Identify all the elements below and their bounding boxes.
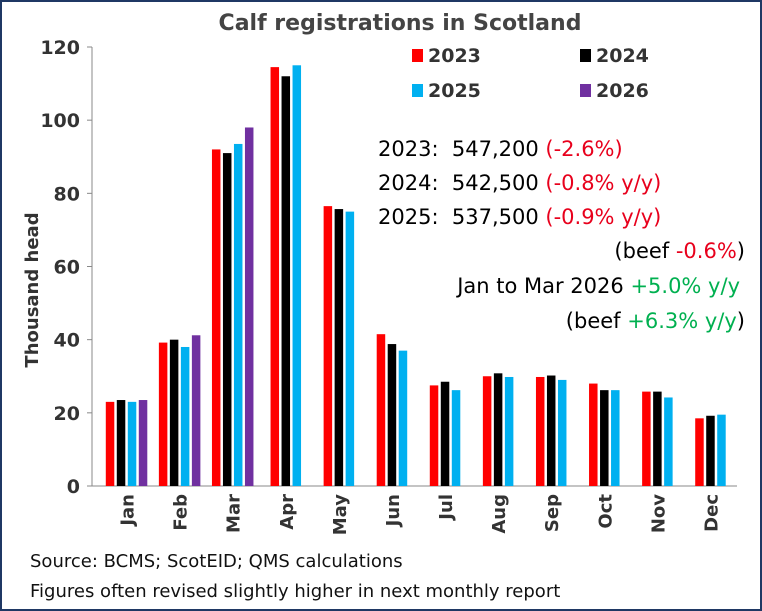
bar: [281, 76, 291, 487]
annotation: Jan to Mar 2026 +5.0% y/y: [455, 274, 740, 298]
legend-label: 2023: [428, 45, 481, 67]
annotation-part: +6.3% y/y: [627, 309, 737, 333]
x-tick-label: Jan: [118, 494, 139, 528]
x-tick-label: Nov: [648, 494, 669, 533]
bar: [440, 381, 450, 486]
bar: [323, 206, 333, 486]
bar: [589, 383, 598, 486]
annotation-part: +5.0% y/y: [630, 274, 740, 298]
x-tick-label: Mar: [224, 494, 245, 533]
bar: [211, 149, 221, 486]
x-tick-label: Apr: [277, 494, 298, 530]
bar: [398, 350, 408, 486]
annotation-part: 2025: 537,500: [378, 205, 545, 229]
annotation-part: (beef: [614, 239, 675, 263]
bar: [695, 418, 704, 486]
bar: [504, 376, 514, 486]
y-tick-label: 60: [54, 257, 80, 279]
annotation: (beef +6.3% y/y): [566, 309, 745, 333]
bar: [611, 390, 620, 486]
bar: [127, 401, 137, 486]
y-axis-label: Thousand head: [22, 212, 43, 367]
bar: [493, 373, 503, 486]
legend-swatch: [412, 49, 423, 62]
bar: [557, 379, 567, 486]
annotation: 2024: 542,500 (-0.8% y/y): [378, 171, 661, 195]
x-tick-label: Jun: [383, 494, 404, 528]
bar: [482, 376, 492, 486]
legend-swatch: [580, 84, 591, 97]
bar: [244, 127, 254, 486]
y-tick-label: 20: [54, 403, 80, 425]
bar: [191, 335, 201, 486]
legend-label: 2024: [596, 45, 649, 67]
source-note: Figures often revised slightly higher in…: [30, 581, 560, 602]
legend-swatch: [580, 49, 591, 62]
bar: [546, 375, 556, 486]
bar: [105, 401, 115, 486]
bar: [116, 400, 126, 486]
y-tick-label: 40: [54, 330, 80, 352]
bar: [451, 390, 461, 486]
bar: [717, 414, 726, 486]
bar: [180, 346, 190, 486]
annotation: 2025: 537,500 (-0.9% y/y): [378, 205, 661, 229]
bar: [664, 397, 673, 486]
y-tick-label: 80: [54, 183, 80, 205]
annotation-part: (-0.8% y/y): [545, 171, 661, 195]
bar: [376, 334, 386, 486]
bar: [706, 415, 715, 486]
source-note: Source: BCMS; ScotEID; QMS calculations: [30, 551, 403, 572]
bar: [292, 65, 302, 487]
bar: [222, 153, 232, 486]
bar: [642, 391, 651, 486]
annotation-part: -0.6%: [676, 239, 737, 263]
bar: [653, 391, 662, 486]
annotation-part: 2023: 547,200: [378, 137, 545, 161]
bar: [169, 339, 179, 486]
annotation: 2023: 547,200 (-2.6%): [378, 137, 623, 161]
annotation-part: (-0.9% y/y): [545, 205, 661, 229]
x-tick-label: Aug: [489, 494, 510, 534]
y-tick-label: 120: [40, 37, 80, 59]
bar: [270, 67, 280, 486]
x-tick-label: Sep: [542, 494, 563, 532]
annotation: (beef -0.6%): [614, 239, 745, 263]
bar: [429, 385, 439, 486]
annotation-part: (beef: [566, 309, 627, 333]
y-tick-label: 0: [67, 476, 80, 498]
annotation-part: 2024: 542,500: [378, 171, 545, 195]
bar: [158, 342, 168, 486]
legend-swatch: [412, 84, 423, 97]
annotation-part: Jan to Mar 2026: [455, 274, 630, 298]
x-tick-label: May: [330, 494, 351, 536]
bar: [600, 390, 609, 486]
x-tick-label: Oct: [595, 494, 616, 529]
annotation-part: ): [737, 309, 745, 333]
legend-label: 2026: [596, 80, 649, 102]
annotation-part: ): [737, 239, 745, 263]
bar: [387, 344, 397, 486]
bar: [345, 211, 355, 486]
x-tick-label: Dec: [701, 494, 722, 532]
chart-title: Calf registrations in Scotland: [219, 11, 582, 36]
x-tick-label: Feb: [171, 494, 192, 531]
x-tick-label: Jul: [436, 494, 457, 522]
bar: [233, 143, 243, 486]
y-tick-label: 100: [40, 110, 80, 132]
annotation-part: (-2.6%): [545, 137, 622, 161]
bar: [535, 376, 545, 486]
bar: [334, 209, 344, 487]
legend-label: 2025: [428, 80, 481, 102]
bar: [138, 400, 148, 486]
